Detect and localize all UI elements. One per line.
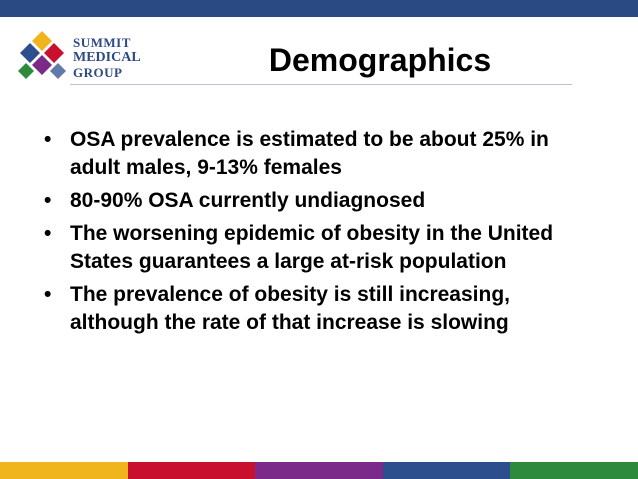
bottom-bar-segment-yellow bbox=[0, 462, 128, 479]
bullet-text: The prevalence of obesity is still incre… bbox=[70, 283, 510, 334]
bullet-item: • The prevalence of obesity is still inc… bbox=[40, 281, 600, 337]
logo-text-medical: MEDICAL bbox=[73, 50, 141, 65]
bullet-text: OSA prevalence is estimated to be about … bbox=[70, 128, 549, 179]
bullet-marker: • bbox=[44, 283, 52, 306]
bullet-text: 80-90% OSA currently undiagnosed bbox=[70, 189, 426, 212]
bullet-item: • OSA prevalence is estimated to be abou… bbox=[40, 126, 600, 182]
bottom-color-bar bbox=[0, 462, 638, 479]
diamond-logo-icon bbox=[18, 31, 66, 79]
bottom-bar-segment-red bbox=[127, 462, 256, 479]
bullet-marker: • bbox=[44, 128, 52, 151]
bottom-bar-segment-purple bbox=[255, 462, 383, 479]
bottom-bar-segment-green bbox=[510, 462, 638, 479]
top-banner-bar bbox=[0, 0, 638, 17]
bullet-list: • OSA prevalence is estimated to be abou… bbox=[40, 126, 600, 342]
bullet-text: The worsening epidemic of obesity in the… bbox=[70, 222, 554, 273]
bullet-item: • 80-90% OSA currently undiagnosed bbox=[40, 187, 600, 215]
logo-text-summit: SUMMIT bbox=[73, 35, 131, 50]
summit-medical-group-logo: SUMMIT MEDICAL GROUP bbox=[12, 29, 172, 89]
slide-title: Demographics bbox=[268, 42, 492, 78]
title-divider bbox=[70, 84, 572, 85]
bottom-bar-segment-blue bbox=[382, 462, 511, 479]
bullet-item: • The worsening epidemic of obesity in t… bbox=[40, 220, 600, 276]
logo-text-group: GROUP bbox=[73, 65, 123, 80]
bullet-marker: • bbox=[44, 222, 52, 245]
bullet-marker: • bbox=[44, 189, 52, 212]
